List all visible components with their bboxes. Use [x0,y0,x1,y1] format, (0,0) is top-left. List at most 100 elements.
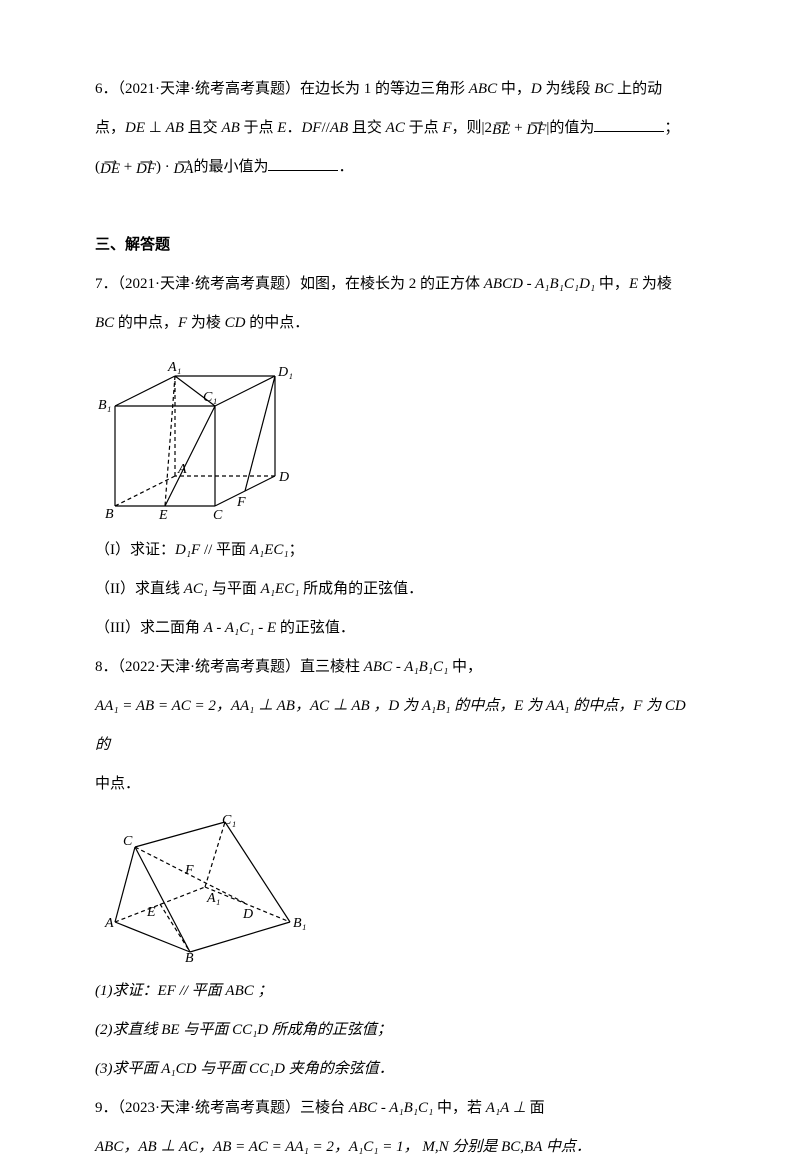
q6-line3: (⟶DE + ⟶DF) · ⟶DA的最小值为． [95,148,699,187]
t: ； [664,120,679,136]
t: （II）求直线 [95,581,184,597]
t: |的值为 [546,120,594,136]
t: ) [156,159,165,175]
t: 为棱 [187,315,225,331]
lbl-F: F [236,495,246,510]
t: (1)求证：EF // 平面 ABC ； [95,983,272,999]
q7-p1: （I）求证：D₁F // 平面 A₁EC₁； [95,531,699,570]
lbl-A: A [104,916,114,931]
t: E [629,276,638,292]
t: F [442,120,451,136]
q8-p1: (1)求证：EF // 平面 ABC ； [95,972,699,1011]
q8-p2: (2)求直线 BE 与平面 CC₁D 所成角的正弦值； [95,1011,699,1050]
blank-2 [268,155,338,171]
t: ⊥ [145,120,166,136]
t: 为棱 [638,276,672,292]
vec-df: ⟶DF [526,119,546,138]
t: DE [125,120,145,136]
page: 6．（2021·天津·统考高考真题）在边长为 1 的等边三角形 ABC 中，D … [0,0,794,1123]
lbl-A: A [177,462,187,477]
t: A₁EC₁ [250,542,289,558]
lbl-B: B [105,507,114,521]
t: （III）求二面角 [95,620,204,636]
t: 与平面 [208,581,261,597]
t: DE [100,162,120,177]
t: A₁A ⊥ [486,1100,526,1116]
q8-line3: 中点． [95,765,699,804]
lbl-F: F [184,863,194,878]
lbl-B: B [185,951,194,962]
t: (3)求平面 A₁CD 与平面 CC₁D 夹角的余弦值． [95,1061,394,1077]
t: 8．（2022·天津·统考高考真题）直三棱柱 [95,659,364,675]
t: AB [166,120,184,136]
t: 中， [497,81,531,97]
lbl-B1: B₁ [98,398,111,413]
vec-da: ⟶DA [173,158,193,177]
q7-figure: A₁ B₁ C₁ D₁ A B C D E F [95,351,699,521]
q8-line1: 8．（2022·天津·统考高考真题）直三棱柱 ABC - A₁B₁C₁ 中， [95,648,699,687]
t: ABCD - A₁B₁C₁D₁ [484,276,595,292]
t: A - A₁C₁ - E [204,620,276,636]
t: ． [286,120,301,136]
lbl-C: C [123,834,133,849]
t: + [510,120,526,136]
t: // [321,120,329,136]
t: 的中点． [245,315,309,331]
t: 中，若 [433,1100,486,1116]
vec-be: ⟶BE [492,119,510,138]
lbl-C1: C₁ [203,390,217,405]
t: ． [338,159,353,175]
t: F [178,315,187,331]
t: AC₁ [184,581,208,597]
vec-df2: ⟶DF [136,158,156,177]
lbl-D: D [242,907,253,922]
lbl-D1: D₁ [277,365,293,380]
t: 中， [448,659,482,675]
q6-bc: BC [594,81,613,97]
t: CD [225,315,246,331]
t: AB [330,120,348,136]
t: ABC - A₁B₁C₁ [364,659,449,675]
prism-diagram: A B C A₁ B₁ C₁ D E F [95,812,315,962]
t: BE [492,123,510,138]
t: 的正弦值． [276,620,355,636]
lbl-B1: B₁ [293,916,306,931]
q7-line1: 7．（2021·天津·统考高考真题）如图，在棱长为 2 的正方体 ABCD - … [95,265,699,304]
q7-p2: （II）求直线 AC₁ 与平面 A₁EC₁ 所成角的正弦值． [95,570,699,609]
t: AC [386,120,405,136]
lbl-E: E [158,508,168,521]
t: D₁F [175,542,200,558]
q8-p3: (3)求平面 A₁CD 与平面 CC₁D 夹角的余弦值． [95,1050,699,1089]
q9-line1: 9．（2023·天津·统考高考真题）三棱台 ABC - A₁B₁C₁ 中，若 A… [95,1089,699,1128]
t: 的中点， [114,315,178,331]
section-3-title: 三、解答题 [95,226,699,265]
t: ； [289,542,304,558]
lbl-E: E [146,905,156,920]
lbl-C: C [213,508,223,521]
t: 为线段 [542,81,595,97]
lbl-D: D [278,470,289,485]
t: // 平面 [200,542,250,558]
t: AA₁ = AB = AC = 2，AA₁ ⊥ AB，AC ⊥ AB ，D 为 … [95,698,686,753]
q8-line2: AA₁ = AB = AC = 2，AA₁ ⊥ AB，AC ⊥ AB ，D 为 … [95,687,699,765]
lbl-C1: C₁ [222,813,236,828]
q6-d: D [531,81,542,97]
t: ABC，AB ⊥ AC，AB = AC = AA₁ = 2，A₁C₁ = 1， … [95,1139,591,1155]
t: 于点 [405,120,443,136]
t: 且交 [348,120,386,136]
q6-line1: 6．（2021·天津·统考高考真题）在边长为 1 的等边三角形 ABC 中，D … [95,70,699,109]
t: DF [301,120,321,136]
spacer [95,187,699,226]
t: 7．（2021·天津·统考高考真题）如图，在棱长为 2 的正方体 [95,276,484,292]
q6-abc: ABC [469,81,497,97]
t: DF [526,123,546,138]
t: （I）求证： [95,542,175,558]
t: 点， [95,120,125,136]
t: 的最小值为 [193,159,268,175]
vec-de: ⟶DE [100,158,120,177]
t: DF [136,162,156,177]
t: BC [95,315,114,331]
lbl-A1: A₁ [167,360,181,375]
t: 且交 [184,120,222,136]
t: 面 [526,1100,545,1116]
